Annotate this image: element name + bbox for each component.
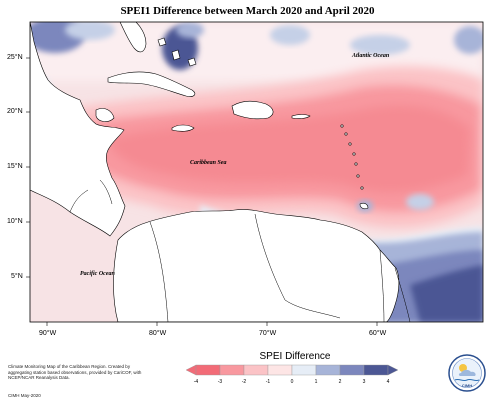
lon-label-90w: 90°W [39,330,57,337]
lon-label-80w: 80°W [149,330,167,337]
legend-tick-label: -1 [265,379,271,385]
wave-icon [454,378,480,382]
lon-label-60w: 60°W [369,330,387,337]
spei-field [30,22,483,322]
legend-tick-label: 2 [338,379,342,385]
lat-label-20n: 20°N [7,108,23,115]
legend-tick-label: -4 [193,379,199,385]
axis-ticks [26,57,378,326]
lat-label-25n: 25°N [7,54,23,61]
lat-label-10n: 10°N [7,218,23,225]
pacific-ocean-label: Pacific Ocean [80,271,115,277]
cimh-logo: CIMH [448,354,486,392]
legend-tick-label: -2 [241,379,247,385]
legend-tick-label: 3 [362,379,366,385]
footer-credit: CIMH May-2020 [8,393,41,398]
legend-tick-label: 4 [386,379,390,385]
lat-label-15n: 15°N [7,163,23,170]
land [30,22,400,322]
caribbean-sea-label: Caribbean Sea [190,160,227,166]
atlantic-ocean-label: Atlantic Ocean [352,53,390,59]
lat-label-5n: 5°N [11,273,23,280]
legend-tick-label: -3 [217,379,223,385]
lon-label-70w: 70°W [259,330,277,337]
cloud-icon [458,369,476,376]
footer-note: Climate Monitoring Map of the Caribbean … [8,364,142,381]
legend-colorbar [185,364,399,376]
logo-text: CIMH [462,383,472,388]
legend-tick-label: 0 [290,379,294,385]
legend-title: SPEI Difference [259,351,331,362]
country-borders [69,179,411,322]
legend-tick-label: 1 [314,379,318,385]
sun-icon [459,364,467,372]
map-title: SPEI1 Difference between March 2020 and … [120,5,375,17]
map-frame [29,21,484,323]
